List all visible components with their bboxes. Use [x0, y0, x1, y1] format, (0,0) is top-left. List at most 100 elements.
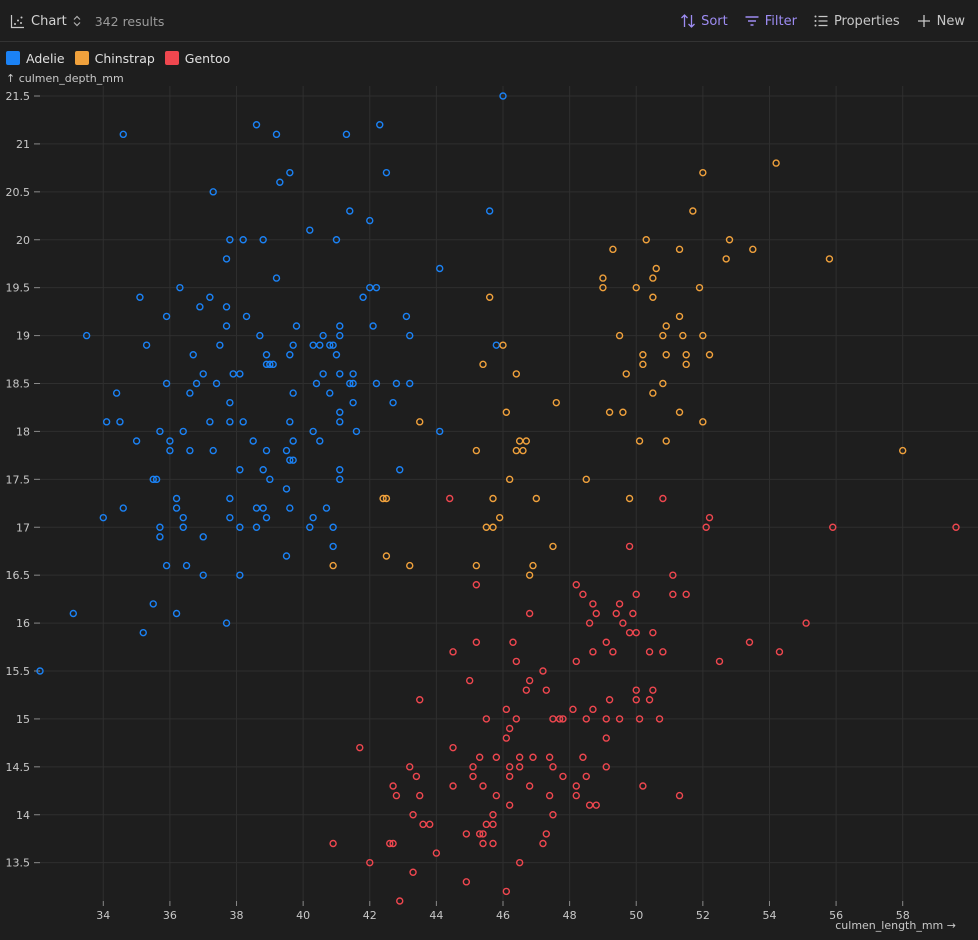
data-point-gentoo[interactable] — [829, 523, 837, 531]
data-point-gentoo[interactable] — [645, 696, 654, 704]
data-point-gentoo[interactable] — [492, 791, 501, 800]
data-point-adelie[interactable] — [389, 398, 397, 407]
data-point-chinstrap[interactable] — [529, 561, 537, 570]
data-point-gentoo[interactable] — [632, 686, 640, 694]
data-point-gentoo[interactable] — [675, 791, 684, 800]
data-point-chinstrap[interactable] — [725, 236, 734, 244]
data-point-gentoo[interactable] — [655, 715, 664, 723]
data-point-adelie[interactable] — [186, 446, 194, 455]
data-point-chinstrap[interactable] — [485, 293, 494, 301]
data-point-adelie[interactable] — [172, 609, 181, 618]
data-point-gentoo[interactable] — [505, 763, 514, 771]
data-point-gentoo[interactable] — [409, 868, 417, 876]
data-point-adelie[interactable] — [212, 379, 221, 388]
data-point-adelie[interactable] — [306, 523, 314, 531]
data-point-gentoo[interactable] — [592, 609, 600, 618]
data-point-gentoo[interactable] — [549, 763, 557, 771]
data-point-adelie[interactable] — [332, 351, 341, 359]
data-point-adelie[interactable] — [149, 475, 157, 484]
data-point-gentoo[interactable] — [572, 791, 580, 800]
data-point-gentoo[interactable] — [635, 715, 644, 723]
data-point-chinstrap[interactable] — [659, 379, 667, 388]
data-point-adelie[interactable] — [372, 379, 381, 388]
data-point-adelie[interactable] — [436, 264, 444, 273]
data-point-adelie[interactable] — [82, 331, 91, 340]
data-point-gentoo[interactable] — [482, 820, 491, 829]
data-point-adelie[interactable] — [139, 628, 147, 637]
data-point-gentoo[interactable] — [669, 571, 677, 579]
data-point-gentoo[interactable] — [525, 676, 534, 685]
data-point-gentoo[interactable] — [389, 782, 397, 790]
data-point-adelie[interactable] — [266, 475, 274, 484]
data-point-adelie[interactable] — [436, 427, 444, 436]
data-point-chinstrap[interactable] — [379, 494, 387, 503]
new-button[interactable]: New — [916, 13, 965, 29]
data-point-adelie[interactable] — [316, 341, 324, 349]
data-point-adelie[interactable] — [492, 341, 501, 349]
data-point-adelie[interactable] — [252, 504, 261, 512]
data-point-gentoo[interactable] — [775, 648, 784, 656]
data-point-adelie[interactable] — [252, 523, 261, 531]
data-point-chinstrap[interactable] — [502, 408, 511, 416]
data-point-adelie[interactable] — [222, 322, 231, 330]
data-point-gentoo[interactable] — [462, 830, 471, 838]
data-point-adelie[interactable] — [69, 609, 78, 618]
data-point-chinstrap[interactable] — [532, 494, 541, 503]
data-point-adelie[interactable] — [262, 513, 271, 522]
data-point-chinstrap[interactable] — [649, 274, 657, 282]
data-point-adelie[interactable] — [272, 130, 281, 139]
data-point-gentoo[interactable] — [549, 811, 557, 819]
data-point-gentoo[interactable] — [389, 839, 397, 848]
legend-item-adelie[interactable]: Adelie — [6, 51, 65, 66]
data-point-gentoo[interactable] — [522, 686, 531, 694]
data-point-gentoo[interactable] — [572, 657, 580, 666]
data-point-adelie[interactable] — [376, 121, 384, 129]
data-point-chinstrap[interactable] — [605, 408, 614, 416]
data-point-adelie[interactable] — [286, 418, 294, 426]
data-point-gentoo[interactable] — [602, 638, 610, 646]
data-point-adelie[interactable] — [162, 561, 171, 570]
data-point-chinstrap[interactable] — [625, 494, 634, 503]
data-point-adelie[interactable] — [112, 389, 121, 397]
data-point-chinstrap[interactable] — [552, 398, 560, 407]
data-point-adelie[interactable] — [286, 456, 294, 464]
data-point-gentoo[interactable] — [649, 628, 657, 637]
data-point-chinstrap[interactable] — [649, 293, 657, 301]
data-point-adelie[interactable] — [289, 437, 297, 445]
data-point-adelie[interactable] — [119, 504, 127, 512]
data-point-adelie[interactable] — [485, 207, 494, 215]
data-point-adelie[interactable] — [282, 552, 291, 560]
data-point-adelie[interactable] — [396, 466, 404, 474]
data-point-adelie[interactable] — [209, 188, 217, 196]
data-point-gentoo[interactable] — [366, 858, 374, 867]
filter-button[interactable]: Filter — [744, 13, 797, 29]
data-point-adelie[interactable] — [222, 619, 231, 627]
data-point-adelie[interactable] — [226, 494, 234, 503]
data-point-gentoo[interactable] — [432, 849, 441, 857]
data-point-gentoo[interactable] — [602, 715, 610, 723]
data-point-adelie[interactable] — [226, 398, 234, 407]
data-point-gentoo[interactable] — [555, 715, 564, 723]
data-point-chinstrap[interactable] — [635, 437, 644, 445]
data-point-adelie[interactable] — [162, 312, 171, 321]
data-point-gentoo[interactable] — [479, 830, 487, 838]
data-point-adelie[interactable] — [282, 446, 291, 455]
data-point-chinstrap[interactable] — [705, 351, 714, 359]
data-point-gentoo[interactable] — [545, 791, 554, 800]
data-point-adelie[interactable] — [152, 475, 161, 484]
data-point-chinstrap[interactable] — [599, 283, 607, 292]
data-point-gentoo[interactable] — [509, 638, 517, 646]
data-point-gentoo[interactable] — [492, 753, 501, 761]
data-point-chinstrap[interactable] — [675, 245, 684, 254]
data-point-adelie[interactable] — [266, 360, 274, 369]
data-point-adelie[interactable] — [336, 475, 344, 484]
data-point-chinstrap[interactable] — [472, 446, 481, 455]
sort-button[interactable]: Sort — [680, 13, 728, 29]
data-point-chinstrap[interactable] — [495, 513, 504, 522]
data-point-chinstrap[interactable] — [382, 494, 391, 503]
data-point-adelie[interactable] — [336, 370, 344, 378]
data-point-adelie[interactable] — [382, 168, 391, 177]
data-point-gentoo[interactable] — [952, 523, 960, 531]
data-point-gentoo[interactable] — [475, 830, 484, 838]
data-point-chinstrap[interactable] — [675, 408, 684, 416]
